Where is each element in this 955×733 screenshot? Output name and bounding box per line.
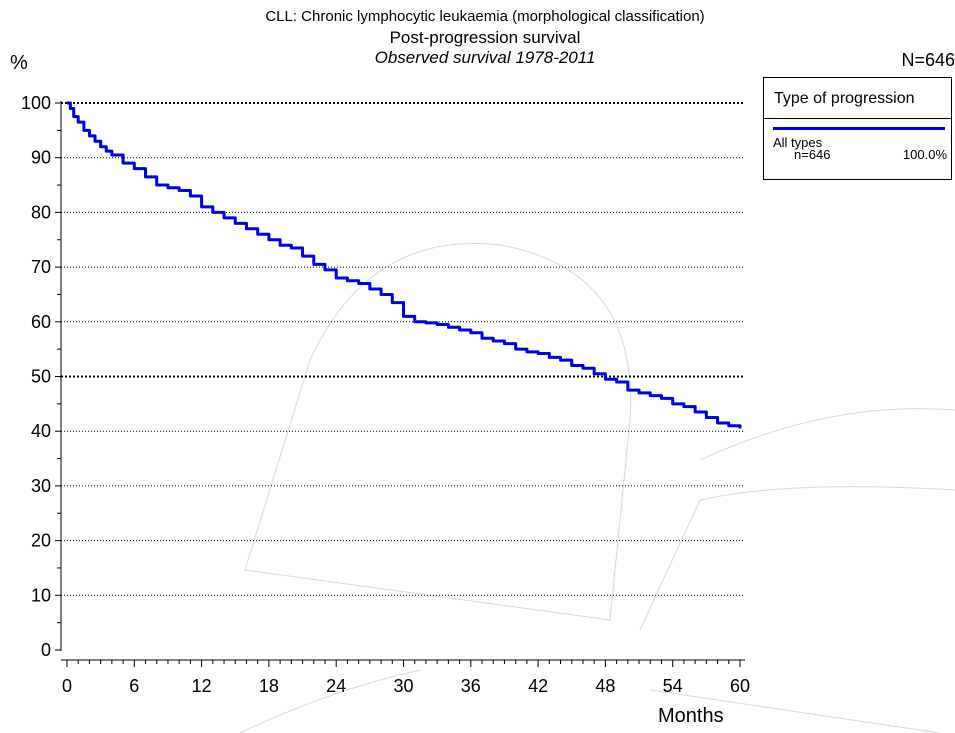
y-tick-label-90: 90 bbox=[31, 148, 51, 168]
y-tick-label-40: 40 bbox=[31, 421, 51, 441]
y-tick-label-30: 30 bbox=[31, 476, 51, 496]
x-tick-label-36: 36 bbox=[461, 676, 481, 696]
x-tick-label-0: 0 bbox=[62, 676, 72, 696]
y-tick-label-10: 10 bbox=[31, 585, 51, 605]
watermark-logo bbox=[239, 242, 955, 733]
x-tick-label-30: 30 bbox=[393, 676, 413, 696]
y-tick-label-100: 100 bbox=[21, 93, 51, 113]
x-tick-label-60: 60 bbox=[730, 676, 750, 696]
y-tick-label-70: 70 bbox=[31, 257, 51, 277]
legend-title: Type of progression bbox=[774, 90, 915, 107]
x-tick-label-6: 6 bbox=[129, 676, 139, 696]
y-tick-label-80: 80 bbox=[31, 202, 51, 222]
chart-subtitle: Post-progression survival bbox=[389, 28, 581, 47]
x-tick-label-48: 48 bbox=[595, 676, 615, 696]
legend-divider bbox=[764, 118, 951, 119]
y-tick-label-60: 60 bbox=[31, 312, 51, 332]
y-axis-label: % bbox=[10, 52, 28, 74]
y-tick-label-20: 20 bbox=[31, 531, 51, 551]
y-tick-label-0: 0 bbox=[41, 640, 51, 660]
x-tick-label-18: 18 bbox=[259, 676, 279, 696]
x-tick-label-54: 54 bbox=[663, 676, 683, 696]
legend: Type of progression All types n=646 100.… bbox=[763, 77, 952, 180]
x-axis-label: Months bbox=[658, 705, 724, 727]
legend-entry-percent: 100.0% bbox=[902, 147, 947, 162]
y-tick-label-50: 50 bbox=[31, 367, 51, 387]
legend-entry-name: All types bbox=[773, 135, 823, 150]
x-tick-label-42: 42 bbox=[528, 676, 548, 696]
series-line-all-types bbox=[67, 101, 742, 429]
chart-subtitle-italic: Observed survival 1978-2011 bbox=[374, 48, 596, 67]
x-tick-label-24: 24 bbox=[326, 676, 346, 696]
chart-title: CLL: Chronic lymphocytic leukaemia (morp… bbox=[265, 8, 705, 25]
total-n-label: N=646 bbox=[901, 50, 955, 70]
x-tick-label-12: 12 bbox=[192, 676, 212, 696]
legend-swatch-all-types bbox=[773, 127, 945, 130]
legend-entry-n: n=646 bbox=[794, 147, 831, 162]
